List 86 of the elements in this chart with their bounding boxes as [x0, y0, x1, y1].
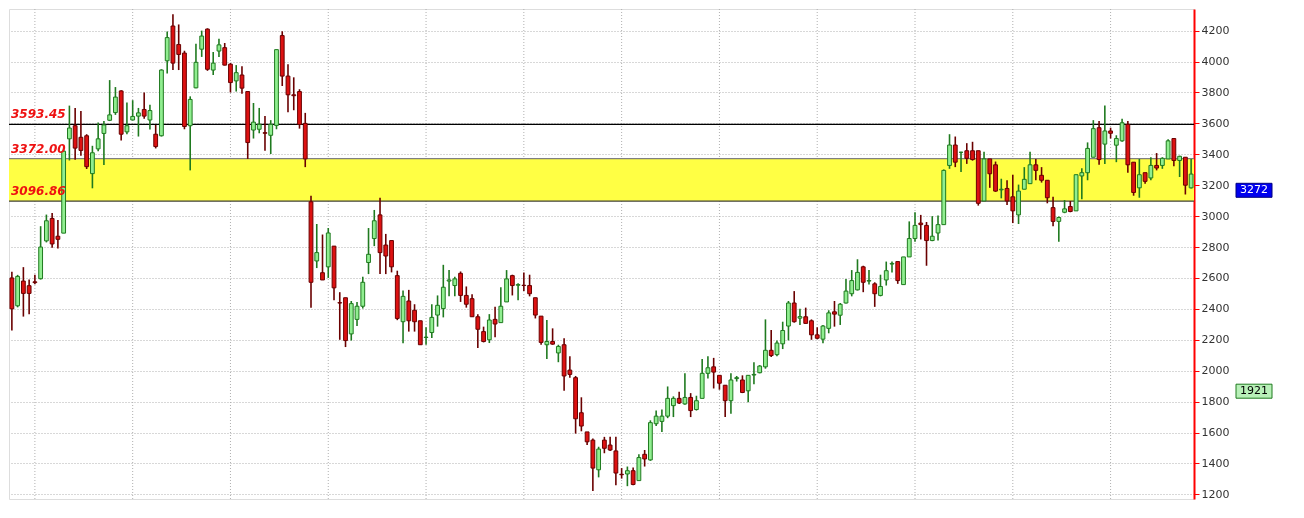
- candlestick: [113, 86, 118, 116]
- candlestick: [43, 213, 49, 244]
- candlestick: [952, 135, 958, 168]
- y-tick-label: 1400: [1201, 456, 1230, 470]
- candlestick: [918, 214, 924, 241]
- candlestick: [895, 260, 901, 285]
- candlestick: [101, 120, 107, 166]
- candlestick: [262, 115, 268, 152]
- candlestick: [124, 101, 130, 136]
- candlestick: [147, 104, 153, 131]
- candlestick: [1188, 158, 1194, 190]
- candlestick: [423, 326, 429, 346]
- candlestick: [682, 372, 688, 406]
- candlestick: [199, 29, 205, 58]
- candlestick: [492, 306, 498, 338]
- candlestick: [239, 65, 245, 95]
- text: 3272: [1240, 183, 1268, 197]
- candlestick: [688, 392, 694, 418]
- candlestick: [141, 91, 147, 120]
- candlestick: [998, 177, 1004, 200]
- candlestick: [515, 282, 521, 302]
- y-tick-label: 2200: [1201, 333, 1230, 347]
- y-tick-label: 3000: [1201, 209, 1230, 223]
- y-tick-label: 2800: [1201, 240, 1230, 254]
- y-tick-label: 4200: [1201, 24, 1230, 38]
- ref-line-label: 3593.45: [11, 107, 66, 122]
- y-tick-label: 1800: [1201, 395, 1230, 409]
- candlestick: [797, 308, 803, 326]
- candlestick: [1056, 215, 1062, 243]
- candlestick: [216, 38, 222, 58]
- y-tick-label: 3600: [1201, 116, 1230, 130]
- candlestick: [728, 372, 734, 415]
- candlestick: [866, 269, 872, 286]
- candlestick: [371, 209, 377, 247]
- y-tick-label: 4000: [1201, 55, 1230, 69]
- candlestick: [90, 145, 95, 190]
- candlestick: [486, 313, 492, 344]
- candlestick: [929, 215, 935, 242]
- y-tick-label: 3400: [1201, 147, 1230, 161]
- candlestick: [1148, 156, 1154, 182]
- candlestick: [366, 227, 371, 275]
- candlestick: [924, 221, 929, 267]
- candlestick: [544, 319, 550, 360]
- y-tick-label: 3800: [1201, 85, 1230, 99]
- candlestick: [832, 300, 837, 328]
- candlestick: [320, 233, 325, 281]
- y-tick-label: 3200: [1201, 178, 1230, 192]
- text: 1921: [1240, 384, 1268, 398]
- y-tick-label: 1200: [1201, 487, 1230, 501]
- candlestick: [1050, 196, 1056, 228]
- candlestick: [429, 303, 435, 339]
- candlestick: [1016, 183, 1021, 225]
- candlestick: [711, 357, 717, 390]
- candlestick: [722, 384, 728, 418]
- y-tick-label: 2000: [1201, 364, 1230, 378]
- candlestick: [32, 274, 38, 285]
- candlestick: [786, 300, 791, 342]
- candlestick: [791, 290, 797, 324]
- candlestick: [768, 329, 774, 358]
- candlestick: [1171, 137, 1177, 167]
- y-tick-label: 2600: [1201, 271, 1230, 285]
- y-tick-label: 1600: [1201, 426, 1230, 440]
- candlestick: [883, 260, 889, 287]
- candlestick: [872, 281, 878, 308]
- ref-line-label: 3372.00: [11, 141, 66, 156]
- candlestick: [95, 121, 101, 153]
- candlestick: [153, 124, 159, 150]
- candlestick: [636, 453, 642, 482]
- candlestick: [889, 260, 895, 274]
- candlestick: [67, 104, 72, 162]
- candlestick: [107, 79, 113, 122]
- candlestick: [1102, 104, 1108, 165]
- candlestick: [498, 286, 504, 324]
- candlestick: [596, 445, 602, 479]
- candlestick: [1136, 158, 1142, 199]
- candlestick: [837, 302, 843, 326]
- y-tick-label: 2400: [1201, 302, 1230, 316]
- candlestick: [210, 51, 216, 76]
- candlestick: [504, 269, 509, 303]
- candlestick: [624, 465, 630, 487]
- candlestick: [164, 30, 170, 75]
- candlestick: [233, 64, 239, 93]
- candlestick: [1033, 158, 1039, 182]
- candlestick: [314, 223, 320, 269]
- candlestick: [860, 264, 866, 293]
- candlestick: [947, 133, 952, 170]
